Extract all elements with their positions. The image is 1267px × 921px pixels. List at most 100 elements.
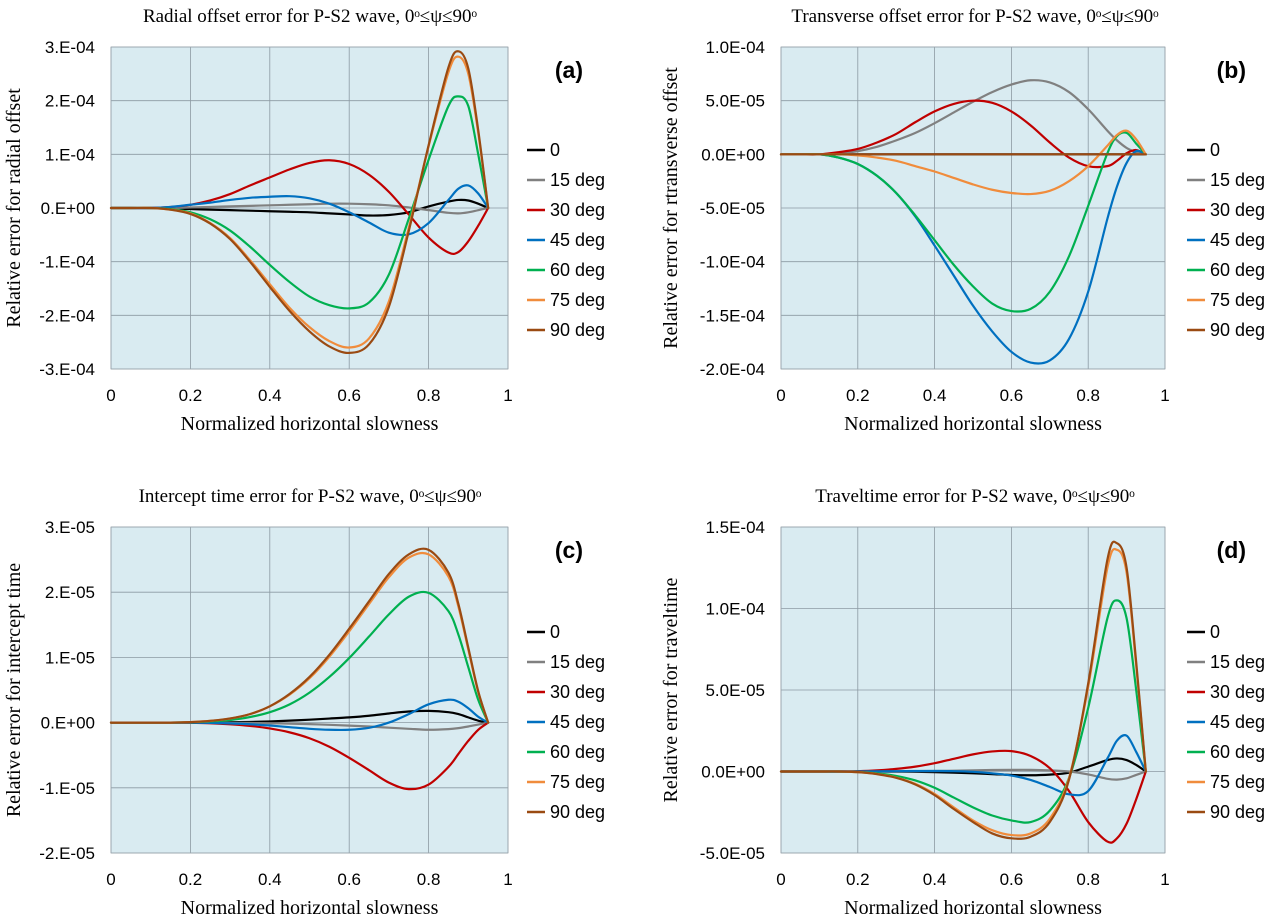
series-line-90-deg [109, 547, 490, 724]
legend-label-45-deg: 45 deg [1210, 712, 1265, 732]
x-tick-label: 0 [776, 870, 785, 889]
x-tick-label: 0.8 [1076, 870, 1100, 889]
series-line-45-deg [109, 184, 490, 237]
x-tick-label: 1 [503, 870, 512, 889]
x-tick-label: 0.2 [179, 870, 203, 889]
x-tick-label: 1 [503, 386, 512, 405]
legend-label-30-deg: 30 deg [550, 200, 605, 220]
legend-label-90-deg: 90 deg [550, 802, 605, 822]
legend-label-90-deg: 90 deg [1210, 320, 1265, 340]
x-tick-label: 0.2 [846, 870, 870, 889]
legend-label-30-deg: 30 deg [1210, 682, 1265, 702]
y-tick-label: 5.0E-05 [705, 92, 765, 111]
x-tick-label: 0.2 [179, 386, 203, 405]
series-line-15-deg [779, 79, 1147, 156]
chart-title: Transverse offset error for P-S2 wave, 0… [791, 6, 1159, 27]
legend-label-75-deg: 75 deg [550, 290, 605, 310]
x-tick-label: 0.6 [337, 870, 361, 889]
legend-label-45-deg: 45 deg [1210, 230, 1265, 250]
y-axis-label: Relative error for radial offset [3, 88, 25, 328]
y-tick-label: 1.0E-04 [705, 38, 765, 57]
y-tick-label: -1.E-04 [39, 253, 95, 272]
legend-label-90-deg: 90 deg [550, 320, 605, 340]
x-axis-label: Normalized horizontal slowness [181, 413, 439, 435]
series-line-60-deg [779, 131, 1147, 313]
x-tick-label: 0.2 [846, 386, 870, 405]
legend-label-60-deg: 60 deg [1210, 260, 1265, 280]
series-line-15-deg [109, 202, 490, 215]
y-tick-label: 2.E-05 [45, 583, 95, 602]
legend-label-30-deg: 30 deg [1210, 200, 1265, 220]
x-tick-label: 0.8 [417, 386, 441, 405]
x-tick-label: 0.4 [923, 870, 947, 889]
y-axis-label: Relative error for rtransverse offset [660, 67, 682, 349]
panel-letter: (d) [1217, 537, 1246, 563]
series-line-30-deg [779, 99, 1147, 169]
legend-label-60-deg: 60 deg [1210, 742, 1265, 762]
x-axis-label: Normalized horizontal slowness [844, 413, 1102, 435]
x-tick-label: 0 [776, 386, 785, 405]
legend-label-0: 0 [1210, 140, 1220, 160]
x-tick-label: 0 [106, 870, 115, 889]
legend-label-75-deg: 75 deg [1210, 290, 1265, 310]
x-tick-label: 0.8 [1076, 386, 1100, 405]
y-tick-label: -2.E-05 [39, 844, 95, 863]
y-tick-label: 1.0E-04 [705, 600, 765, 619]
series-line-90-deg [109, 50, 490, 355]
y-tick-label: 5.0E-05 [705, 681, 765, 700]
y-tick-label: 0.0E+00 [701, 763, 765, 782]
y-tick-label: 3.E-05 [45, 518, 95, 537]
legend-label-0: 0 [550, 622, 560, 642]
chart-title: Radial offset error for P-S2 wave, 0ᵒ≤ψ≤… [143, 6, 478, 27]
legend-label-30-deg: 30 deg [550, 682, 605, 702]
legend-label-0: 0 [1210, 622, 1220, 642]
x-tick-label: 0 [106, 386, 115, 405]
chart-panel-d: 0 0.2 0.4 0.6 0.8 1 -5.0E-05 0.0E+00 5.0E-05 1.0E… [660, 486, 1265, 919]
y-axis-label: Relative error for traveltime [660, 577, 682, 802]
y-tick-label: -3.E-04 [39, 360, 95, 379]
panel-letter: (c) [555, 537, 583, 563]
plot-frame [780, 46, 1166, 370]
legend-label-60-deg: 60 deg [550, 260, 605, 280]
legend-label-60-deg: 60 deg [550, 742, 605, 762]
x-tick-label: 0.4 [258, 870, 282, 889]
x-tick-label: 0.6 [1000, 386, 1024, 405]
plot-frame [780, 526, 1166, 854]
x-tick-label: 0.6 [1000, 870, 1024, 889]
series-line-90-deg [779, 540, 1147, 840]
x-tick-label: 0.4 [258, 386, 282, 405]
chart-title: Intercept time error for P-S2 wave, 0ᵒ≤ψ… [139, 486, 482, 507]
x-tick-label: 0.6 [337, 386, 361, 405]
x-axis-label: Normalized horizontal slowness [844, 897, 1102, 919]
chart-title: Traveltime error for P-S2 wave, 0ᵒ≤ψ≤90ᵒ [815, 486, 1135, 507]
y-tick-label: 1.E-05 [45, 648, 95, 667]
legend-label-0: 0 [550, 140, 560, 160]
panel-letter: (b) [1217, 57, 1246, 83]
legend-label-90-deg: 90 deg [1210, 802, 1265, 822]
x-tick-label: 1 [1160, 386, 1169, 405]
legend-label-45-deg: 45 deg [550, 712, 605, 732]
y-tick-label: 3.E-04 [45, 38, 95, 57]
legend-label-15-deg: 15 deg [550, 652, 605, 672]
y-tick-label: -5.0E-05 [700, 199, 765, 218]
chart-panel-a: 0 0.2 0.4 0.6 0.8 1 -3.E-04 -2.E-04 -1.E-04 0.E+0… [3, 6, 605, 435]
y-tick-label: 0.E+00 [41, 199, 95, 218]
y-tick-label: -2.E-04 [39, 306, 95, 325]
x-tick-label: 1 [1160, 870, 1169, 889]
legend-label-75-deg: 75 deg [1210, 772, 1265, 792]
chart-panel-b: 0 0.2 0.4 0.6 0.8 1 -2.0E-04 -1.5E-04 -1.0E-04 -5… [660, 6, 1265, 435]
x-tick-label: 0.4 [923, 386, 947, 405]
legend-label-15-deg: 15 deg [1210, 652, 1265, 672]
y-tick-label: -5.0E-05 [700, 844, 765, 863]
plot-area [111, 527, 508, 853]
y-tick-label: 1.5E-04 [705, 518, 765, 537]
chart-panel-c: 0 0.2 0.4 0.6 0.8 1 -2.E-05 -1.E-05 0.E+00 1.E-05… [3, 486, 605, 919]
legend-label-15-deg: 15 deg [1210, 170, 1265, 190]
y-tick-label: 1.E-04 [45, 145, 95, 164]
y-tick-label: -1.E-05 [39, 779, 95, 798]
legend-label-15-deg: 15 deg [550, 170, 605, 190]
legend-label-45-deg: 45 deg [550, 230, 605, 250]
x-axis-label: Normalized horizontal slowness [181, 897, 439, 919]
legend-label-75-deg: 75 deg [550, 772, 605, 792]
